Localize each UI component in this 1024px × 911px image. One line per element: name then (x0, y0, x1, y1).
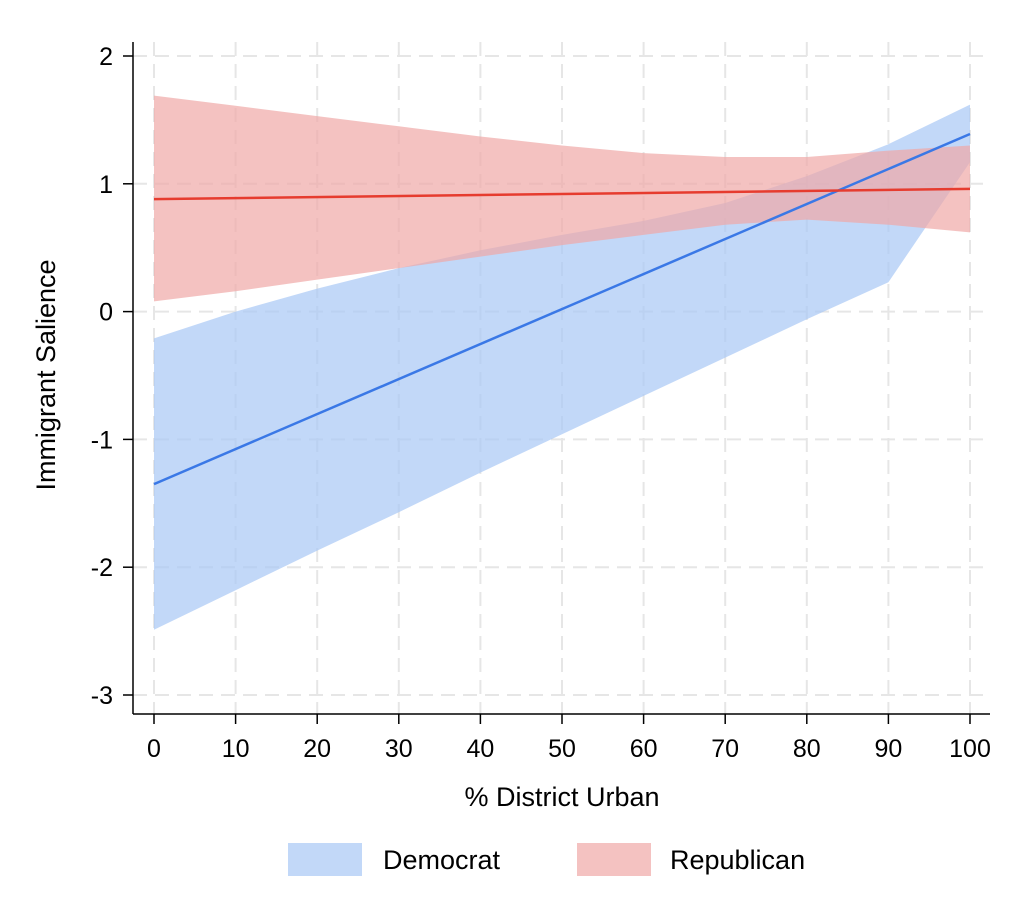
legend: Democrat Republican (288, 843, 805, 876)
ci-band-republican (154, 95, 970, 302)
x-tick-label: 60 (630, 735, 658, 763)
x-tick-label: 10 (222, 735, 250, 763)
y-tick-label: -2 (91, 554, 113, 582)
y-tick-label: -3 (91, 682, 113, 710)
x-tick-label: 0 (147, 735, 161, 763)
x-tick-label: 70 (711, 735, 739, 763)
x-tick-label: 30 (385, 735, 413, 763)
legend-swatch-democrat (288, 843, 362, 876)
legend-swatch-republican (577, 843, 651, 876)
y-tick-label: 0 (99, 299, 113, 327)
x-tick-label: 50 (548, 735, 576, 763)
x-tick-label: 20 (303, 735, 331, 763)
confidence-bands (154, 95, 970, 630)
y-ticks: 2 1 0 -1 -2 -3 (91, 43, 133, 710)
y-axis-title: Immigrant Salience (31, 259, 61, 490)
legend-label-democrat: Democrat (383, 845, 501, 875)
x-tick-label: 100 (949, 735, 991, 763)
x-tick-label: 40 (466, 735, 494, 763)
x-axis-title: % District Urban (464, 782, 659, 812)
x-tick-label: 90 (874, 735, 902, 763)
y-tick-label: -1 (91, 426, 113, 454)
fit-line-democrat (153, 132, 971, 486)
legend-label-republican: Republican (670, 845, 805, 875)
y-tick-label: 2 (99, 43, 113, 71)
ci-band-democrat (154, 104, 970, 630)
x-tick-label: 80 (793, 735, 821, 763)
x-ticks: 0 10 20 30 40 50 60 70 80 90 100 (147, 714, 991, 763)
fitted-lines (153, 132, 971, 486)
fit-line-republican (153, 187, 971, 201)
y-tick-label: 1 (99, 171, 113, 199)
